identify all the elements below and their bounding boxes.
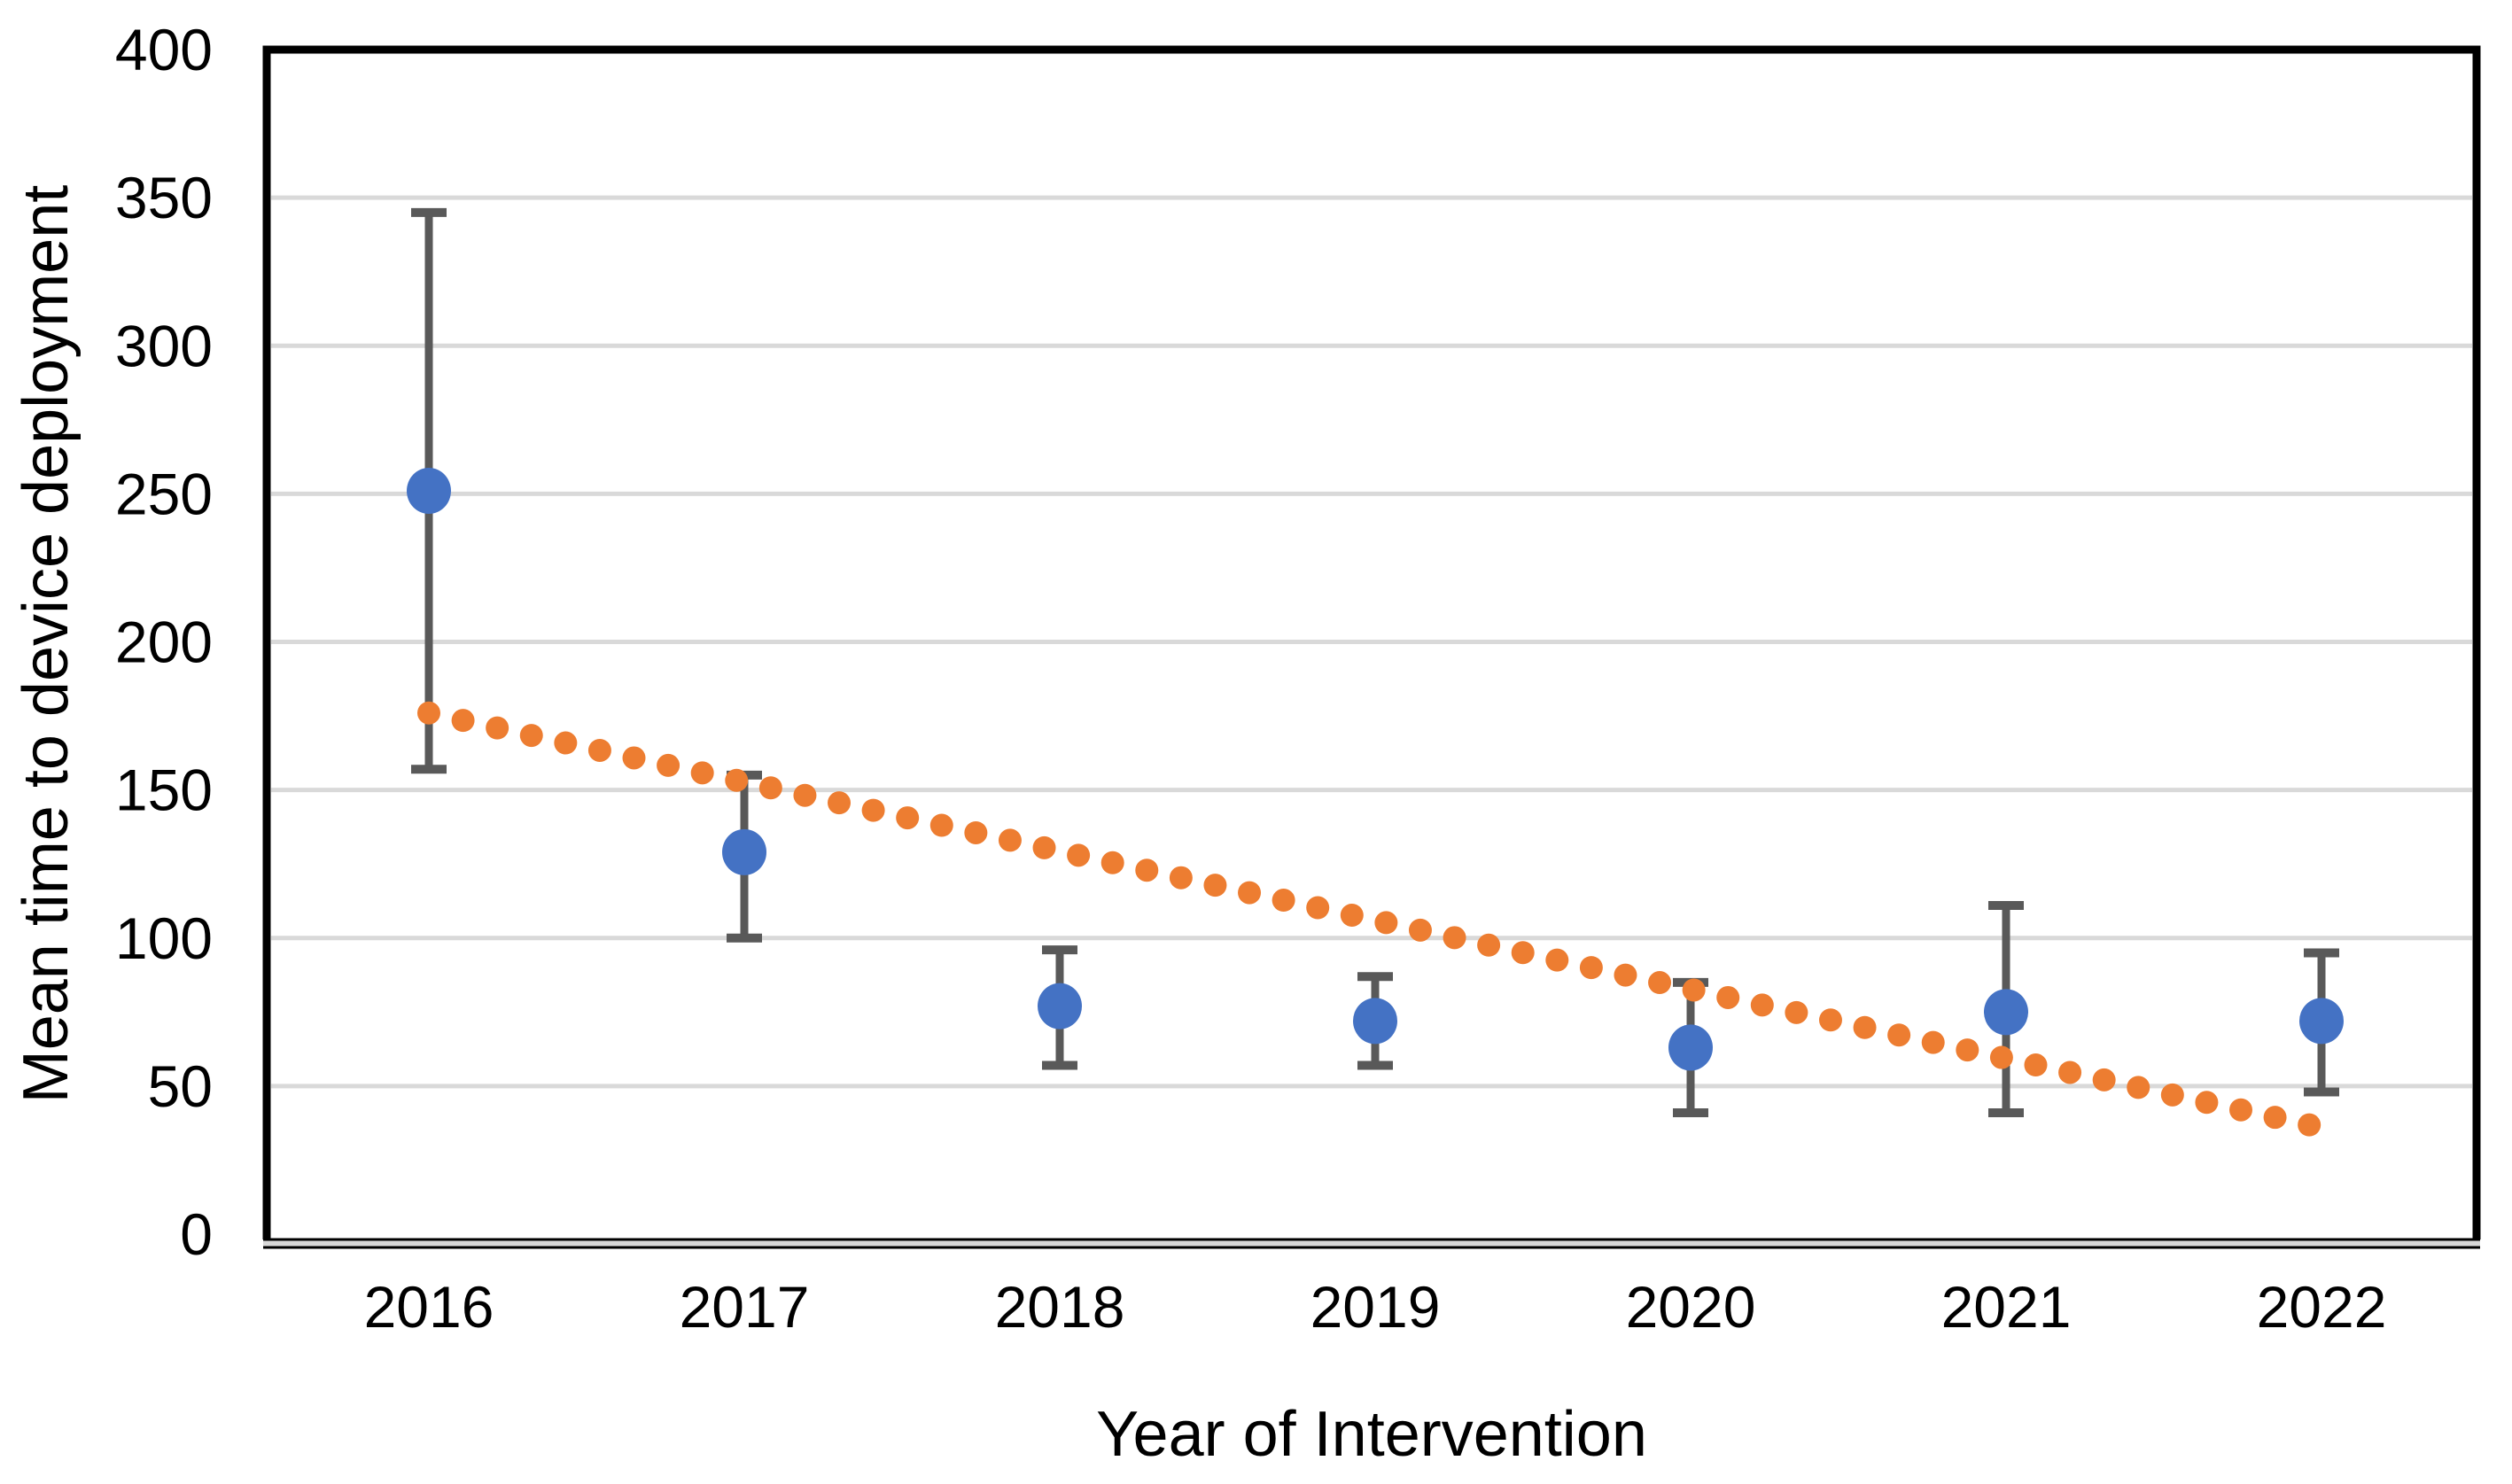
y-tick-label: 200: [115, 610, 213, 675]
data-point-marker: [722, 828, 766, 875]
y-tick-label: 50: [148, 1053, 213, 1119]
x-tick-label: 2020: [1626, 1274, 1756, 1340]
x-tick-label: 2017: [680, 1274, 810, 1340]
y-tick-label: 300: [115, 313, 213, 378]
data-point-marker: [1668, 1024, 1713, 1071]
data-point-marker: [1984, 989, 2028, 1036]
plot-border: [262, 45, 2481, 1239]
y-tick-label: 100: [115, 905, 213, 971]
x-tick-label: 2016: [364, 1274, 494, 1340]
x-tick-label: 2019: [1310, 1274, 1441, 1340]
x-tick-label: 2018: [995, 1274, 1125, 1340]
x-tick-label: 2021: [1941, 1274, 2072, 1340]
data-point-marker: [407, 468, 451, 515]
y-tick-label: 150: [115, 758, 213, 823]
y-tick-label: 400: [115, 17, 213, 82]
data-point-marker: [2299, 998, 2344, 1045]
x-axis-title: Year of Intervention: [1096, 1399, 1647, 1470]
y-tick-label: 250: [115, 461, 213, 526]
data-point-marker: [1353, 998, 1397, 1045]
trendline-dotted: [417, 701, 2333, 1139]
y-axis-title: Mean time to device deployment: [11, 184, 82, 1104]
x-tick-label: 2022: [2257, 1274, 2387, 1340]
y-tick-label: 0: [180, 1201, 213, 1267]
data-point-marker: [1038, 983, 1082, 1029]
y-tick-label: 350: [115, 165, 213, 230]
